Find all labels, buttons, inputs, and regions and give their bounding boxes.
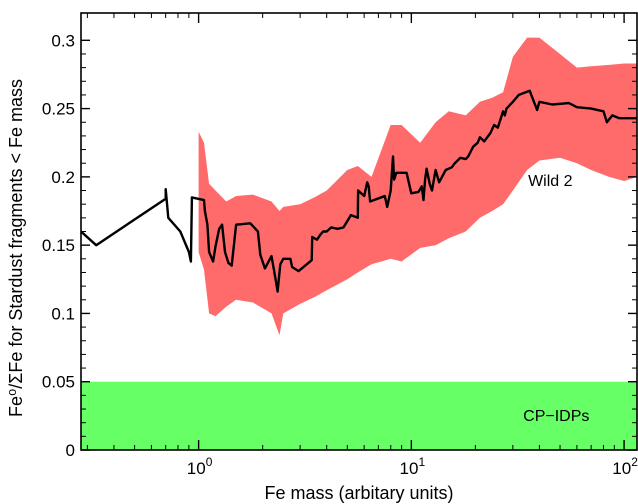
plot-area <box>80 37 637 450</box>
y-tick-label: 0.05 <box>42 373 75 392</box>
x-tick-label: 102 <box>612 455 638 478</box>
y-axis: 0 0.05 0.1 0.15 0.2 0.25 0.3 <box>42 31 637 460</box>
x-tick-label: 101 <box>400 455 426 478</box>
x-axis: 100 101 102 <box>86 13 638 478</box>
y-tick-label: 0.2 <box>51 168 75 187</box>
cp-idps-band <box>81 381 637 450</box>
y-axis-label: Fe⁰/ΣFe for Stardust fragments < Fe mass <box>6 79 26 417</box>
y-tick-label: 0.25 <box>42 100 75 119</box>
x-tick-label: 100 <box>187 455 213 478</box>
cp-idps-label: CP−IDPs <box>523 408 589 425</box>
wild-2-line <box>80 89 637 293</box>
x-axis-label: Fe mass (arbitary units) <box>264 483 453 503</box>
y-tick-label: 0.3 <box>51 31 75 50</box>
wild-2-label: Wild 2 <box>528 173 573 190</box>
wild-2-range-band <box>198 37 637 336</box>
y-tick-label: 0 <box>66 441 75 460</box>
annotations: Wild 2 CP−IDPs <box>523 173 589 425</box>
plot-frame <box>80 12 638 451</box>
y-tick-label: 0.15 <box>42 236 75 255</box>
y-tick-label: 0.1 <box>51 304 75 323</box>
